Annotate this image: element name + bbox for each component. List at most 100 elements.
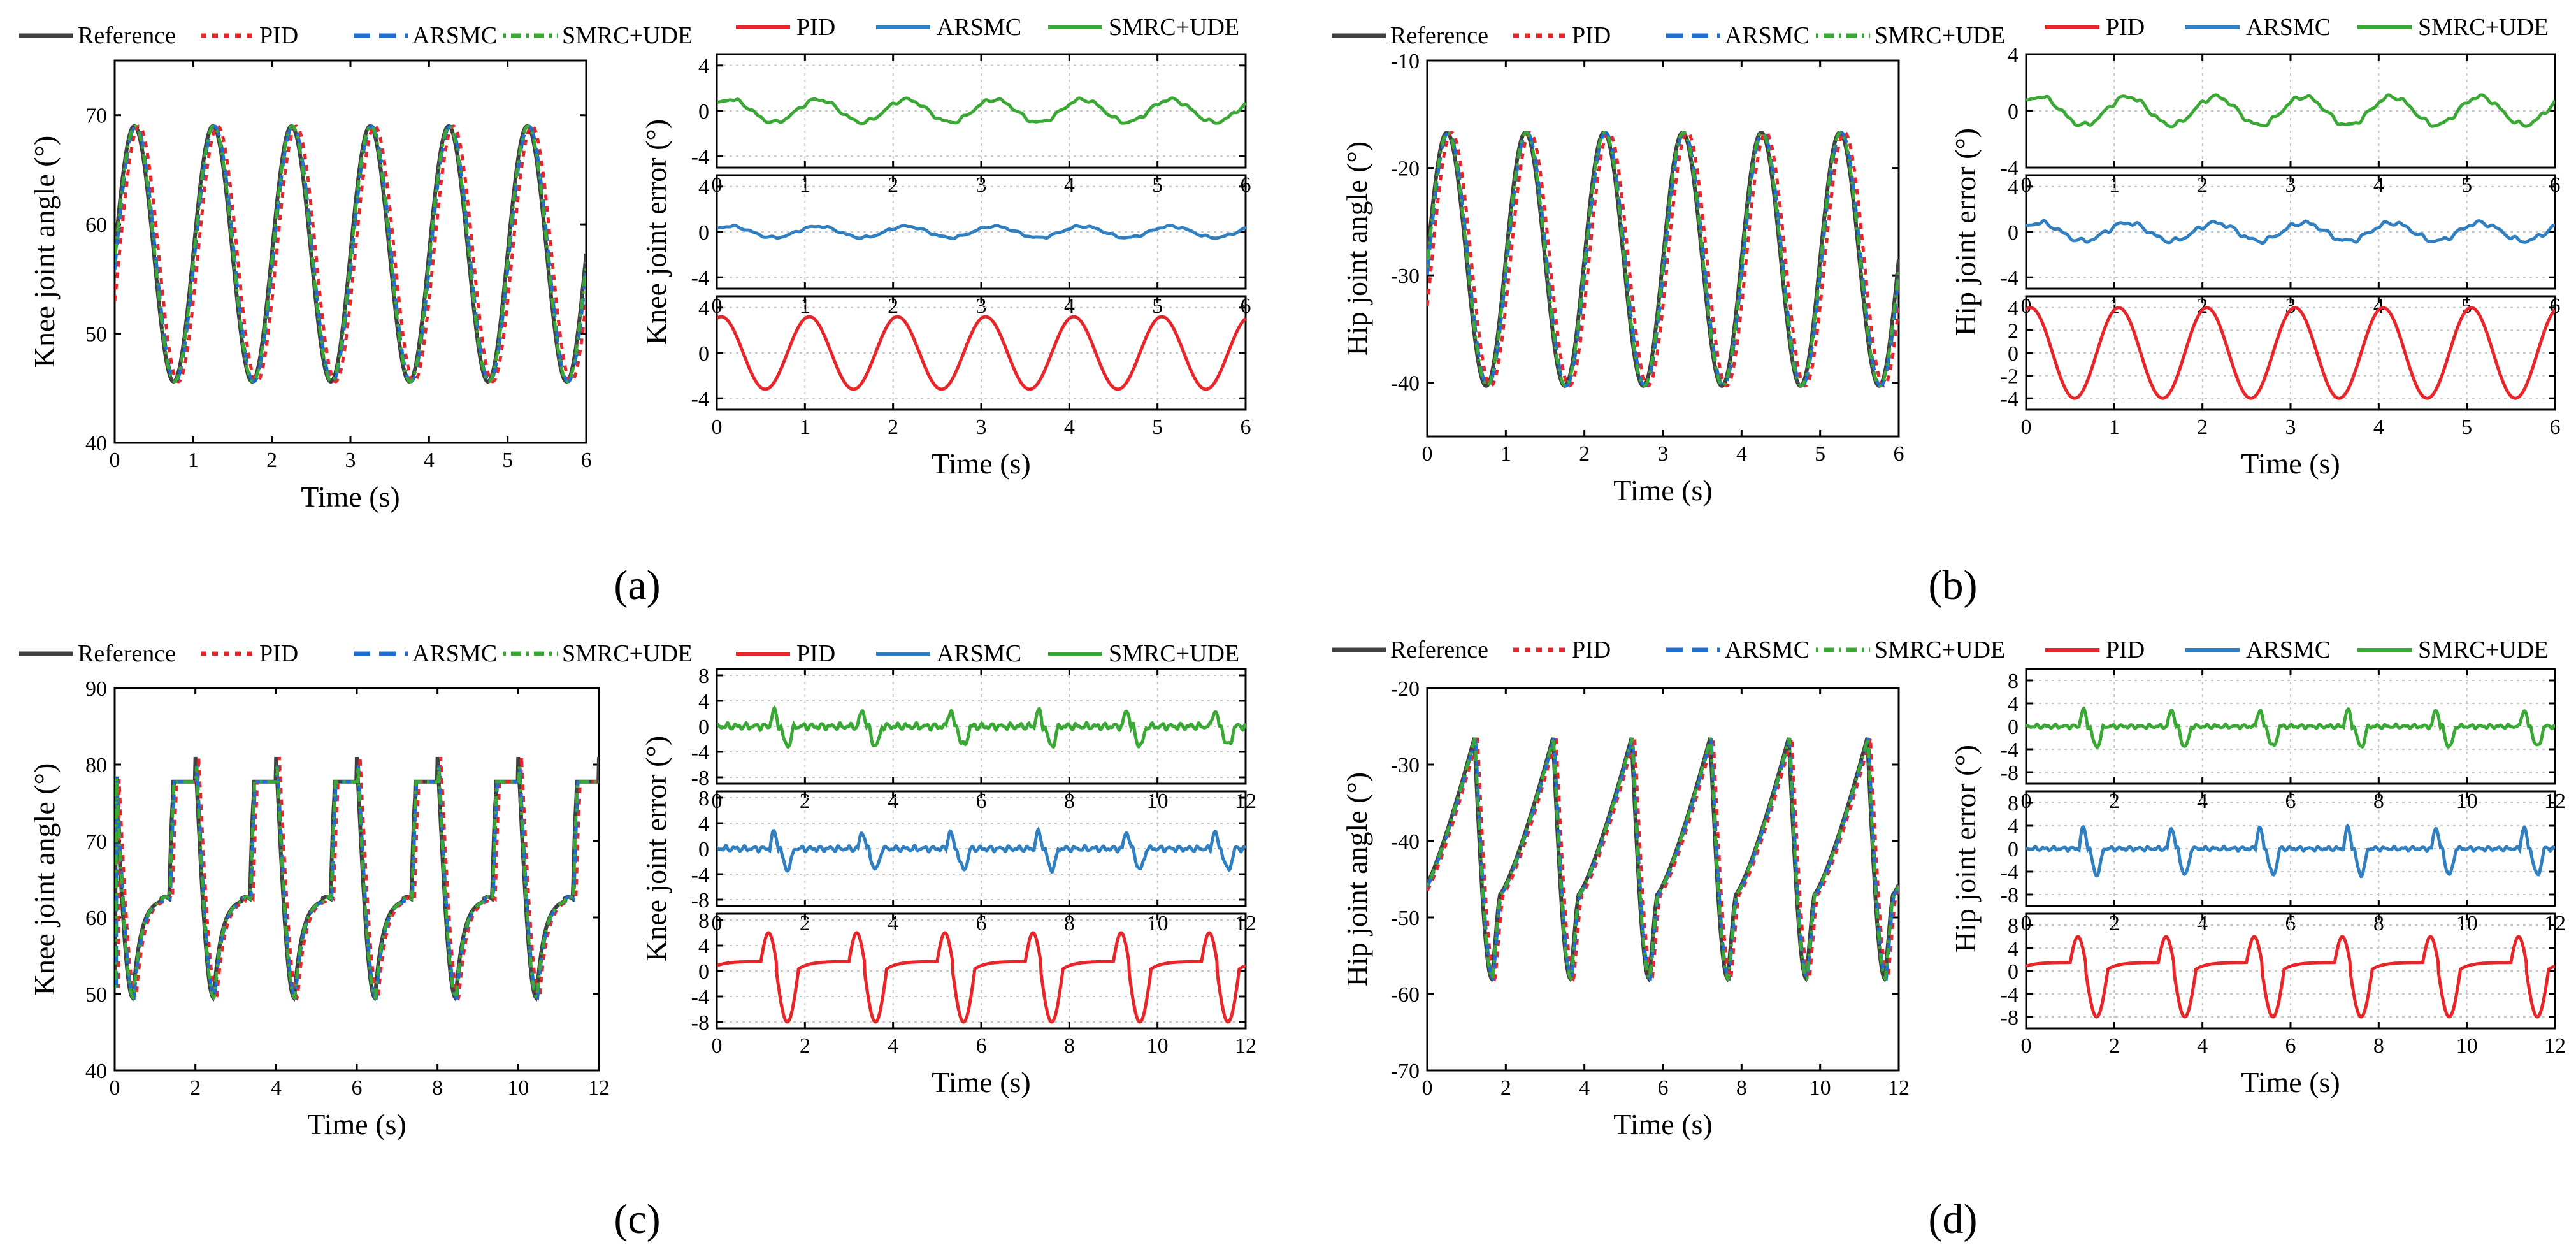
a-error-sub0-xtick-label-1: 1 — [800, 173, 810, 197]
c-angle-xtick-label-3: 6 — [352, 1076, 363, 1100]
d-error-sub2-ytick-label-1: -4 — [2001, 983, 2018, 1007]
a-angle-xlabel: Time (s) — [301, 480, 400, 513]
a-angle-legend-label-3: SMRC+UDE — [562, 22, 693, 49]
d-angle-legend-label-0: Reference — [1390, 637, 1488, 663]
a-error-sub0-ytick-label-2: 4 — [698, 55, 709, 78]
c-error-sub1-ytick-label-2: 0 — [698, 838, 709, 861]
b-angle-xtick-label-1: 1 — [1500, 442, 1511, 466]
c-angle-legend-label-3: SMRC+UDE — [562, 640, 693, 667]
a-error-sub2-xtick-label-2: 2 — [888, 415, 898, 439]
a-error-sub0-xtick-label-4: 4 — [1064, 173, 1075, 197]
d-error-sub2-xtick-label-5: 10 — [2456, 1034, 2478, 1058]
a-error-sub2-ytick-label-0: -4 — [691, 387, 709, 411]
d-error-sub0-xtick-label-4: 8 — [2373, 789, 2384, 813]
b-angle-ytick-label-0: -40 — [1391, 372, 1420, 396]
caption-c: (c) — [614, 1196, 660, 1242]
c-error-sub2-ytick-label-2: 0 — [698, 960, 709, 984]
c-angle-xtick-label-2: 4 — [271, 1076, 282, 1100]
d-error-sub2-ytick-label-2: 0 — [2008, 960, 2018, 984]
c-error-ylabel: Knee joint error (°) — [640, 736, 672, 961]
d-error-sub2-group — [2026, 935, 2555, 1019]
b-error-error-pid — [2026, 306, 2555, 400]
a-error-sub1-xtick-label-1: 1 — [800, 294, 810, 318]
b-angle-legend-label-1: PID — [1572, 22, 1611, 49]
d-error-sub0-xtick-label-1: 2 — [2109, 789, 2120, 813]
b-angle-ylabel: Hip joint angle (°) — [1341, 141, 1373, 356]
b-error-sub0-xtick-label-5: 5 — [2461, 173, 2472, 197]
d-error-legend-label-0: PID — [2106, 637, 2145, 663]
d-error-sub0-ytick-label-0: -8 — [2001, 761, 2018, 785]
b-angle-xtick-label-0: 0 — [1422, 442, 1433, 466]
d-error-sub2-ytick-label-4: 8 — [2008, 914, 2018, 938]
b-error-sub2-group — [2026, 306, 2555, 400]
a-error-sub1-ytick-label-0: -4 — [691, 266, 709, 290]
b-error-error-arsmc — [2026, 219, 2555, 245]
b-error-sub0-ytick-label-1: 0 — [2008, 100, 2018, 124]
a-error-sub2-xtick-label-5: 5 — [1152, 415, 1163, 439]
b-error-sub2-xtick-label-2: 2 — [2197, 415, 2208, 439]
b-angle-series-group — [1427, 131, 1899, 388]
a-error-sub2-xtick-label-0: 0 — [712, 415, 723, 439]
a-error-sub2-xtick-label-6: 6 — [1241, 415, 1251, 439]
b-error-legend-label-1: ARSMC — [2246, 14, 2331, 41]
c-error-sub2-xtick-label-2: 4 — [888, 1034, 898, 1058]
a-error-sub1-xtick-label-3: 3 — [976, 294, 987, 318]
b-error-sub1-ytick-label-0: -4 — [2001, 266, 2018, 290]
a-angle-xtick-label-0: 0 — [110, 449, 120, 472]
c-error-sub0-ytick-label-3: 4 — [698, 690, 709, 714]
d-angle-xtick-label-2: 4 — [1579, 1076, 1590, 1100]
d-error-sub2-ytick-label-3: 4 — [2008, 937, 2018, 961]
d-angle-frame — [1426, 687, 1900, 1072]
b-angle-legend-label-2: ARSMC — [1725, 22, 1810, 49]
d-error-sub0-xtick-label-2: 4 — [2197, 789, 2208, 813]
a-error-sub2-xtick-label-1: 1 — [800, 415, 810, 439]
b-angle-legend-label-0: Reference — [1390, 22, 1488, 49]
c-error-sub1-ytick-label-4: 8 — [698, 787, 709, 810]
c-angle-legend-label-1: PID — [259, 640, 298, 667]
caption-a: (a) — [614, 562, 660, 608]
c-angle-legend-label-0: Reference — [78, 640, 176, 667]
d-error-sub2-xtick-label-2: 4 — [2197, 1034, 2208, 1058]
c-angle-ytick-label-1: 50 — [85, 983, 107, 1007]
c-error-sub2-ytick-label-1: -4 — [691, 986, 709, 1009]
c-error-sub0-xtick-label-4: 8 — [1064, 789, 1075, 813]
b-error-sub2-xtick-label-6: 6 — [2550, 415, 2561, 439]
b-error-sub2-ytick-label-0: -4 — [2001, 387, 2018, 411]
d-angle-legend-label-2: ARSMC — [1725, 637, 1810, 663]
a-error-sub1-ytick-label-1: 0 — [698, 221, 709, 245]
d-error-error-pid — [2026, 935, 2555, 1019]
a-angle-xtick-label-4: 4 — [424, 449, 435, 472]
d-angle-xtick-label-5: 10 — [1810, 1076, 1831, 1100]
b-error-sub2-xtick-label-0: 0 — [2021, 415, 2032, 439]
d-angle-series-smrcude — [1427, 737, 1899, 981]
c-error-sub0-ytick-label-0: -8 — [691, 766, 709, 790]
a-angle-ytick-label-2: 60 — [85, 213, 107, 237]
c-error-sub0-ytick-label-2: 0 — [698, 716, 709, 739]
c-error-sub1-xtick-label-1: 2 — [800, 912, 810, 935]
b-error-ylabel: Hip joint error (°) — [1949, 128, 1982, 336]
d-error-sub0-group — [2026, 706, 2555, 749]
c-error-sub2-xtick-label-1: 2 — [800, 1034, 810, 1058]
a-error-sub0-xtick-label-2: 2 — [888, 173, 898, 197]
d-error-sub0-ytick-label-2: 0 — [2008, 716, 2018, 739]
a-error-sub1-xtick-label-2: 2 — [888, 294, 898, 318]
c-error-sub0-ytick-label-1: -4 — [691, 741, 709, 765]
a-error-sub2-group — [717, 315, 1246, 391]
d-error-sub2-xtick-label-0: 0 — [2021, 1034, 2032, 1058]
c-angle-ytick-label-2: 60 — [85, 907, 107, 930]
c-error-sub2-xtick-label-3: 6 — [976, 1034, 987, 1058]
c-angle-series-smrcude — [115, 766, 599, 1000]
a-error-legend-label-1: ARSMC — [937, 14, 1021, 41]
a-error-sub1-xtick-label-5: 5 — [1152, 294, 1163, 318]
c-angle-series-reference — [115, 756, 599, 1002]
d-angle-series-group — [1427, 737, 1899, 983]
b-error-sub0-xtick-label-2: 2 — [2197, 173, 2208, 197]
b-error-sub2-xtick-label-5: 5 — [2461, 415, 2472, 439]
d-error-sub1-ytick-label-3: 4 — [2008, 815, 2018, 838]
c-error-sub1-group — [717, 826, 1246, 874]
c-error-sub1-ytick-label-0: -8 — [691, 889, 709, 912]
d-angle-legend-label-1: PID — [1572, 637, 1611, 663]
d-angle-xtick-label-0: 0 — [1422, 1076, 1433, 1100]
d-angle-xtick-label-4: 8 — [1736, 1076, 1747, 1100]
